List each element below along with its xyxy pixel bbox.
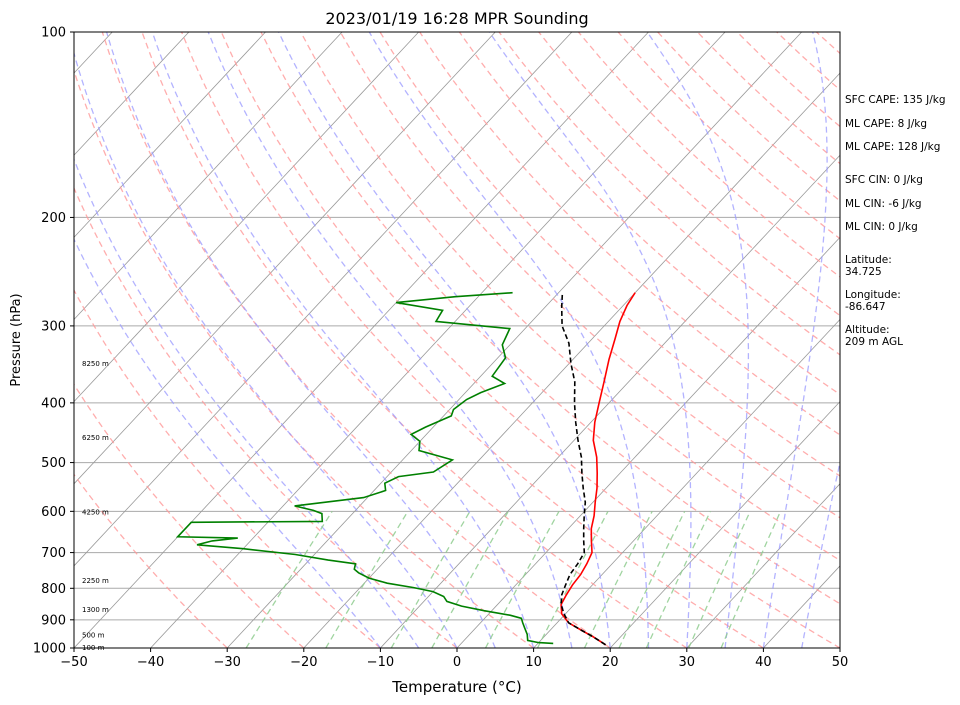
y-tick-label: 800 [41,582,66,597]
mixing-ratio-line [618,511,686,648]
dry-adiabat-line [74,383,305,648]
x-tick-label: −30 [213,655,240,670]
dry-adiabat-line [74,473,228,648]
isotherm-line [150,32,726,648]
moist-adiabat-line [646,32,750,648]
x-axis-ticks: −50 −40 −30 −20 −10 0 10 20 30 40 50 [60,648,848,670]
altitude-text: Altitude: 209 m AGL [845,324,903,348]
y-tick-label: 700 [41,546,66,561]
y-axis-label: Pressure (hPa) [9,293,24,386]
mixing-ratio-line [583,511,653,648]
dry-adiabat-line [101,32,611,648]
parcel-path-line [560,292,607,646]
latitude-text: Latitude: 34.725 [845,254,892,278]
x-tick-label: −50 [60,655,87,670]
moist-adiabat-line [105,32,496,648]
height-label: 1300 m [82,606,109,614]
y-tick-label: 300 [41,319,66,334]
moist-adiabat-line [488,32,692,648]
sfc-cape-text: SFC CAPE: 135 J/kg [845,94,946,106]
ml-cape-text: ML CAPE: 8 J/kg [845,118,928,130]
dry-adiabat-line [220,32,840,648]
x-tick-label: −10 [367,655,394,670]
height-label: 2250 m [82,577,109,585]
isotherm-line [74,32,190,156]
isotherm-line [456,236,840,648]
chart-title: 2023/01/19 16:28 MPR Sounding [325,9,588,28]
ml-cape-text-2: ML CAPE: 128 J/kg [845,141,941,153]
y-tick-label: 400 [41,396,66,411]
y-tick-label: 200 [41,211,66,226]
y-tick-label: 600 [41,505,66,520]
mixing-ratio-line [720,511,782,648]
isotherm-line [380,154,840,648]
mixing-ratio-line [245,510,333,648]
x-tick-label: 30 [679,655,696,670]
isotherm-line [303,72,840,648]
x-tick-label: 50 [832,655,849,670]
mixing-ratio-line [431,510,509,648]
isotherm-line [74,32,496,485]
isotherm-line [609,401,840,648]
sounding-traces [175,291,636,646]
x-tick-label: 0 [453,655,461,670]
x-tick-label: 40 [755,655,772,670]
moist-adiabat-line [74,157,420,648]
mixing-ratio-line [325,510,409,648]
height-label: 500 m [82,632,105,640]
dry-adiabat-line [498,32,840,356]
isotherm-line [74,32,419,403]
moist-adiabat-line [151,32,535,648]
dry-adiabat-line [180,32,764,648]
ml-cin-text: ML CIN: -6 J/kg [845,198,922,210]
temperature-line [560,292,636,646]
isotherm-line [686,483,840,648]
y-tick-label: 500 [41,456,66,471]
sfc-cin-text: SFC CIN: 0 J/kg [845,174,923,186]
y-tick-label: 900 [41,613,66,628]
moist-adiabat-line [368,32,650,648]
isotherm-line [74,32,343,321]
moist-adiabat-line [278,32,611,648]
moist-adiabat-line [801,459,840,648]
dry-adiabat-line [74,68,534,648]
moist-adiabat-line [74,51,458,648]
dry-adiabat-line [74,288,381,648]
mixing-ratio-line [645,511,711,648]
y-tick-label: 100 [41,26,66,41]
isotherm-line [533,318,840,648]
x-tick-label: 10 [525,655,542,670]
height-label: 8250 m [82,360,109,368]
isotherm-line [74,32,649,648]
mixing-ratio-line [484,510,560,648]
moist-adiabat-line [762,32,828,648]
isotherm-line [74,32,266,238]
ml-cin-text-2: ML CIN: 0 J/kg [845,221,918,233]
dry-adiabat-line [74,186,458,648]
dry-adiabat-line [538,32,840,317]
height-label: 4250 m [82,509,109,517]
moist-adiabat-line [74,237,381,648]
x-tick-label: −20 [290,655,317,670]
isotherm-line [226,32,802,648]
y-axis-ticks: 100 200 300 400 500 600 700 800 900 1000 [33,26,74,657]
longitude-text: Longitude: -86.647 [845,289,901,313]
mixing-ratio-line [390,510,471,648]
x-tick-label: −40 [137,655,164,670]
x-tick-label: 20 [602,655,619,670]
height-label: 6250 m [82,434,109,442]
mixing-ratio-line [536,510,609,648]
mixing-ratio-line [688,511,751,648]
isotherm-line [74,32,573,567]
background-lines [74,32,840,648]
x-axis-label: Temperature (°C) [391,678,521,696]
dewpoint-line [175,291,554,645]
y-tick-label: 1000 [33,642,66,657]
